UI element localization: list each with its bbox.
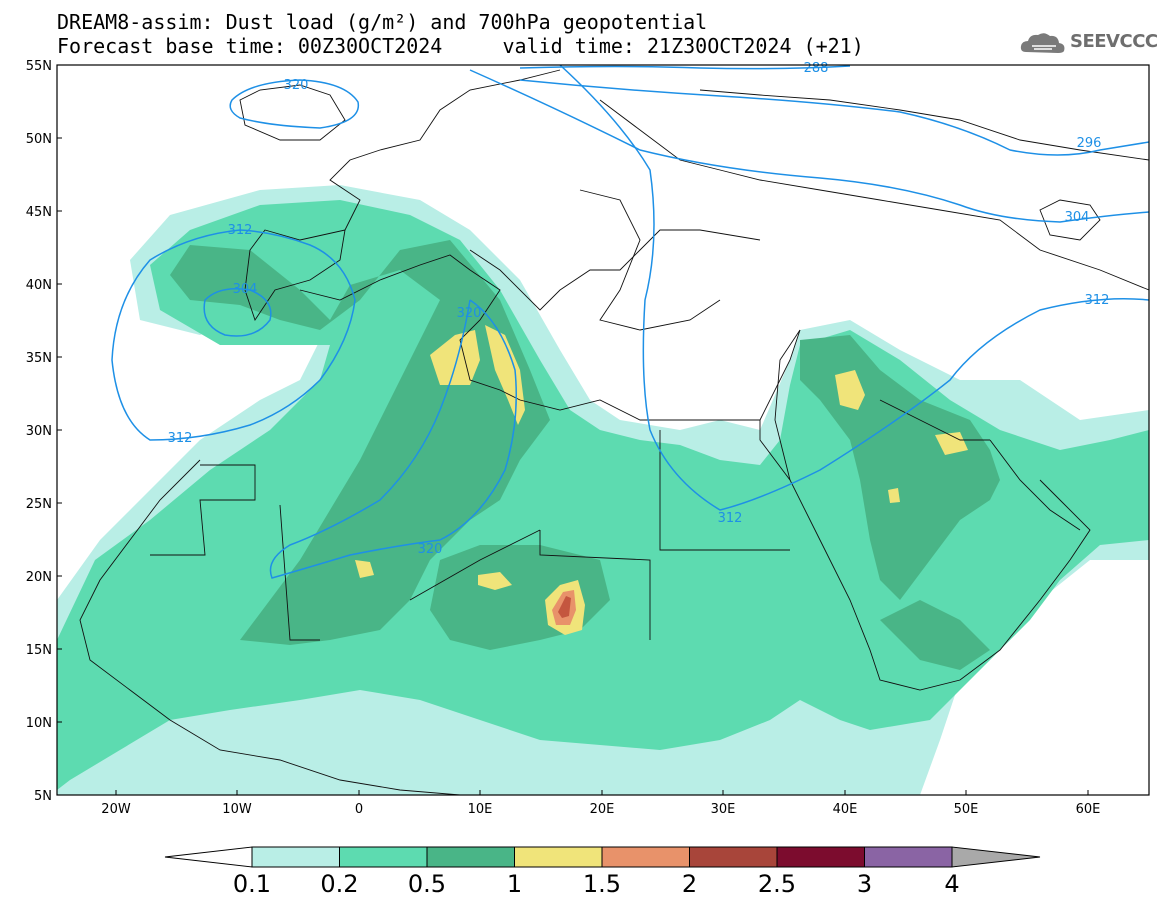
dust-region-yellow-5 [355, 560, 374, 578]
lon-label: 10W [222, 802, 252, 817]
contour-288 [519, 65, 851, 70]
logo-text: SEEVCCC [1070, 31, 1158, 52]
dust-region-yellow-4 [478, 572, 512, 590]
lon-label: 30E [711, 802, 736, 817]
lat-label: 35N [26, 351, 52, 366]
lat-label: 55N [26, 59, 52, 74]
contour-312-east [559, 65, 1149, 511]
longitude-labels: 20W 10W 0 10E 20E 30E 40E 50E 60E [101, 802, 1100, 817]
lat-label: 5N [34, 789, 52, 804]
colorbar-label: 3 [857, 870, 872, 898]
colorbar-swatch [339, 846, 428, 868]
axis-ticks [57, 64, 1089, 795]
contour-label: 312 [718, 511, 743, 526]
lat-label: 20N [26, 570, 52, 585]
colorbar: 0.1 0.2 0.5 1 1.5 2 2.5 3 4 [164, 846, 1041, 898]
lat-label: 45N [26, 205, 52, 220]
contour-label: 320 [457, 306, 482, 321]
lon-label: 40E [833, 802, 858, 817]
contour-label: 320 [418, 542, 443, 557]
colorbar-swatch [514, 846, 603, 868]
colorbar-low-arrow [164, 846, 253, 868]
colorbar-label: 4 [944, 870, 959, 898]
lat-label: 10N [26, 716, 52, 731]
colorbar-label: 2.5 [758, 870, 796, 898]
contour-label: 296 [1077, 136, 1102, 151]
lat-label: 50N [26, 132, 52, 147]
lat-label: 40N [26, 278, 52, 293]
colorbar-swatch [601, 846, 690, 868]
contour-label: 312 [1085, 293, 1110, 308]
dust-region-yellow-8 [888, 488, 900, 503]
contour-312-west [111, 229, 356, 441]
dust-region-yellow-6 [835, 370, 865, 410]
lat-label: 25N [26, 497, 52, 512]
dust-region-yellow-2 [485, 325, 525, 425]
coastlines [79, 69, 1149, 795]
lon-label: 20W [101, 802, 131, 817]
dust-region-mid [57, 200, 1149, 790]
geopotential-contours [111, 65, 1149, 579]
contour-label: 312 [168, 431, 193, 446]
colorbar-swatch [864, 846, 953, 868]
contour-304-low [203, 288, 272, 337]
colorbar-label: 2 [682, 870, 697, 898]
lon-label: 20E [590, 802, 615, 817]
cloud-icon [1020, 33, 1065, 53]
contour-296 [519, 79, 1149, 156]
colorbar-label: 1 [507, 870, 522, 898]
dust-region-red [558, 596, 571, 618]
colorbar-swatch [689, 846, 778, 868]
contour-label: 288 [804, 61, 829, 76]
contour-320-north [229, 79, 360, 129]
colorbar-label: 0.2 [320, 870, 358, 898]
map-title-line2: Forecast base time: 00Z30OCT2024 valid t… [57, 34, 864, 58]
dust-region-yellow-7 [935, 432, 968, 455]
contour-label: 320 [284, 78, 309, 93]
contour-label: 304 [1065, 210, 1090, 225]
map-title-line1: DREAM8-assim: Dust load (g/m²) and 700hP… [57, 10, 708, 34]
lat-label: 30N [26, 424, 52, 439]
lon-label: 0 [355, 802, 363, 817]
colorbar-frame [251, 846, 953, 868]
lon-label: 10E [468, 802, 493, 817]
dust-region-dark-4 [880, 600, 990, 670]
contour-320-south [269, 299, 517, 579]
lon-label: 60E [1076, 802, 1101, 817]
contour-label: 312 [228, 223, 253, 238]
lat-label: 15N [26, 643, 52, 658]
colorbar-swatch [251, 846, 340, 868]
contour-label: 304 [233, 282, 258, 297]
colorbar-label: 1.5 [583, 870, 621, 898]
colorbar-high-arrow [951, 846, 1041, 868]
lon-label: 50E [954, 802, 979, 817]
colorbar-swatch [426, 846, 515, 868]
colorbar-label: 0.5 [408, 870, 446, 898]
colorbar-swatch [776, 846, 865, 868]
latitude-labels: 55N 50N 45N 40N 35N 30N 25N 20N 15N 10N … [26, 59, 52, 804]
contour-304-east [469, 69, 1149, 223]
dust-fields [57, 185, 1149, 795]
colorbar-label: 0.1 [233, 870, 271, 898]
